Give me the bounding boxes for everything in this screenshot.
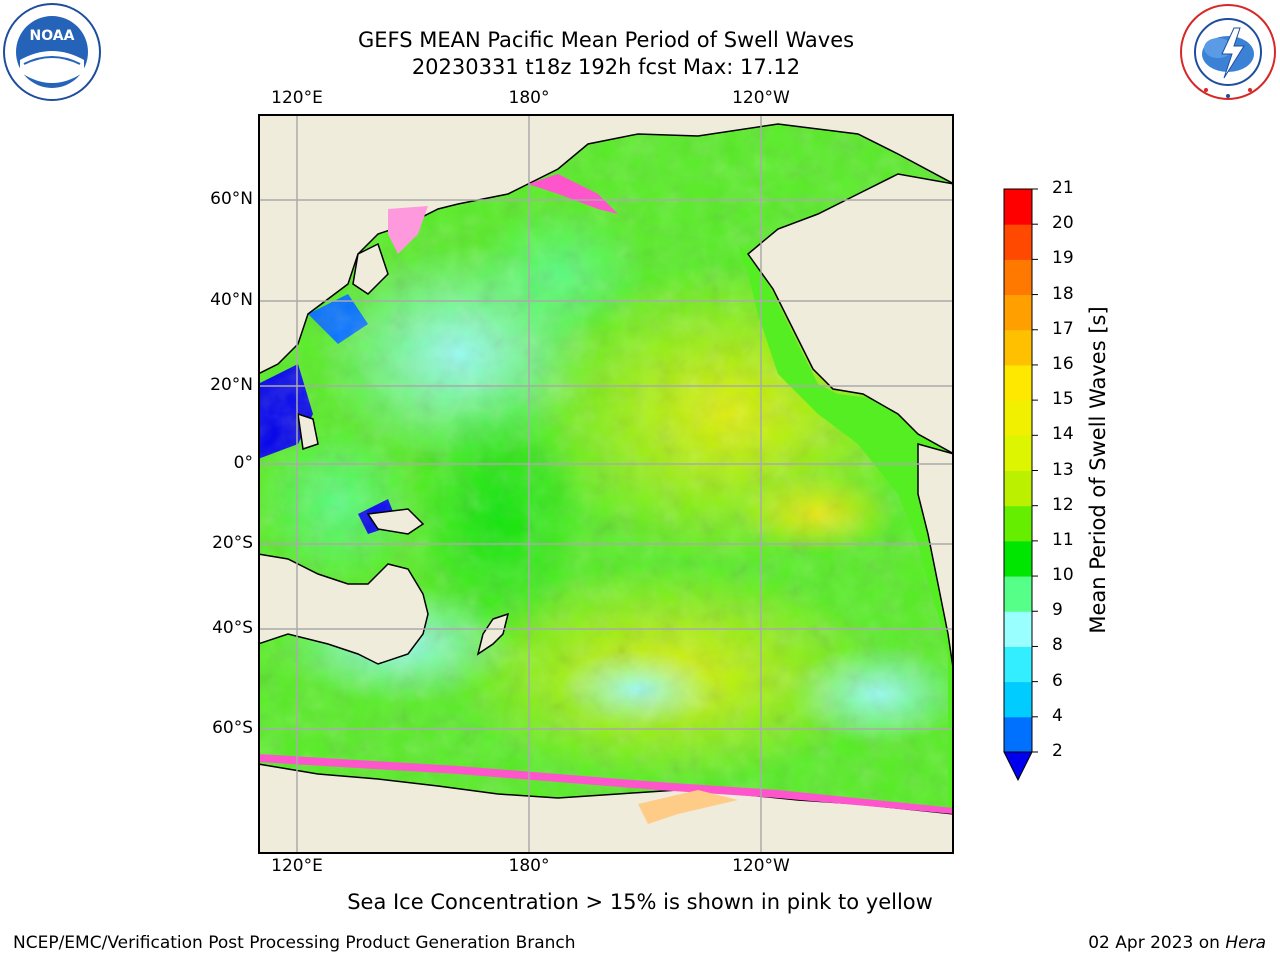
colorbar-tick-label: 10 [1052, 565, 1074, 586]
colorbar-tick-label: 15 [1052, 389, 1074, 410]
colorbar-segment [1004, 611, 1032, 647]
land-philippines [297, 412, 319, 450]
land-south-america [917, 443, 954, 675]
colorbar-graphic [1003, 188, 1038, 782]
pacific-map [258, 114, 954, 854]
map-title-line2: 20230331 t18z 192h fcst Max: 17.12 [411, 55, 801, 79]
noaa-logo-graphic: NOAA [3, 3, 101, 101]
colorbar-segment [1004, 364, 1032, 401]
ice-okhotsk [388, 206, 428, 254]
colorbar-segment [1004, 681, 1032, 718]
lat-label-20n: 20°N [210, 375, 253, 395]
colorbar-segment [1004, 505, 1032, 542]
map-border [258, 114, 954, 854]
colorbar-tick-label: 19 [1052, 248, 1074, 269]
colorbar [996, 182, 1046, 786]
colorbar-segment [1004, 224, 1032, 260]
colorbar-tick-label: 12 [1052, 494, 1074, 515]
colorbar-tick-label: 16 [1052, 353, 1074, 374]
footer-machine: Hera [1225, 933, 1266, 953]
lon-label-top-120w: 120°W [732, 88, 790, 108]
sea-ice-note: Sea Ice Concentration > 15% is shown in … [347, 890, 933, 914]
land-japan [352, 242, 389, 295]
lat-label-60s: 60°S [212, 718, 253, 738]
land-new-guinea [366, 508, 425, 535]
colorbar-segment [1004, 189, 1032, 225]
land-new-zealand [476, 612, 510, 656]
colorbar-segment [1004, 540, 1032, 577]
colorbar-tick-label: 14 [1052, 424, 1074, 445]
colorbar-segment [1004, 329, 1032, 366]
colorbar-segment [1004, 294, 1032, 331]
nws-logo [1178, 2, 1278, 102]
land-north-america [746, 114, 954, 455]
footer-date: 02 Apr 2023 on Hera [1088, 933, 1266, 953]
colorbar-tick-label: 6 [1052, 670, 1063, 691]
lon-label-bottom-120e: 120°E [271, 856, 323, 876]
colorbar-tick-label: 17 [1052, 318, 1074, 339]
ice-antarctic-edge [258, 754, 954, 814]
colorbar-label: Mean Period of Swell Waves [s] [1086, 306, 1110, 634]
colorbar-tick-label: 18 [1052, 283, 1074, 304]
lon-label-top-180: 180° [508, 88, 550, 108]
ice-ross-sea [638, 790, 738, 824]
colorbar-tick-label: 21 [1052, 178, 1074, 198]
colorbar-tick-label: 2 [1052, 741, 1063, 761]
colorbar-segment [1004, 646, 1032, 683]
lat-label-0: 0° [233, 453, 253, 473]
noaa-logo-text: NOAA [30, 28, 75, 44]
lon-label-bottom-120w: 120°W [732, 856, 790, 876]
colorbar-segment [1004, 400, 1032, 436]
colorbar-extend-arrow [1003, 751, 1033, 782]
footer-credit: NCEP/EMC/Verification Post Processing Pr… [13, 933, 576, 953]
colorbar-segment [1004, 576, 1032, 612]
colorbar-segment [1004, 259, 1032, 296]
land [258, 114, 954, 854]
land-australia [258, 553, 429, 665]
colorbar-tick-label: 8 [1052, 635, 1063, 656]
sea-ice [258, 174, 954, 824]
lon-label-bottom-180: 180° [508, 856, 550, 876]
nws-logo-graphic [1180, 4, 1276, 100]
colorbar-tick-label: 20 [1052, 213, 1074, 234]
land-asia-north [258, 114, 954, 375]
graticule [258, 114, 954, 854]
ocean-east-mask [738, 244, 954, 854]
colorbar-segment [1004, 470, 1032, 507]
map-panel [258, 114, 954, 854]
colorbar-tick-label: 4 [1052, 705, 1063, 726]
lat-label-40n: 40°N [210, 290, 253, 310]
lat-label-60n: 60°N [210, 189, 253, 209]
footer-date-text: 02 Apr 2023 on [1088, 933, 1226, 953]
colorbar-segment [1004, 716, 1032, 753]
colorbar-tick-label: 11 [1052, 529, 1074, 550]
ice-bering [528, 174, 618, 214]
noaa-logo: NOAA [2, 2, 102, 102]
lat-label-40s: 40°S [212, 618, 253, 638]
lon-label-top-120e: 120°E [271, 88, 323, 108]
colorbar-tick-label: 13 [1052, 459, 1074, 480]
colorbar-tick-label: 9 [1052, 600, 1063, 621]
lat-label-20s: 20°S [212, 533, 253, 553]
map-title-line1: GEFS MEAN Pacific Mean Period of Swell W… [357, 28, 855, 52]
colorbar-segment [1004, 435, 1032, 471]
